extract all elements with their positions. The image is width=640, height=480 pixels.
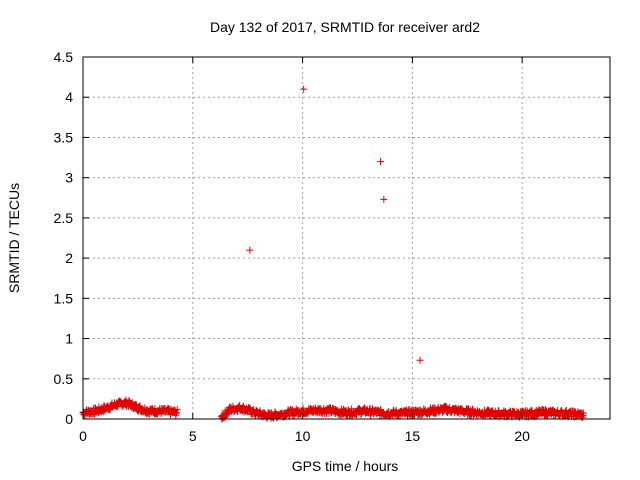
y-tick-label: 1 bbox=[65, 331, 73, 347]
axis-ticks bbox=[82, 56, 610, 420]
y-tick-label: 4.5 bbox=[54, 49, 74, 65]
x-tick-label: 10 bbox=[295, 428, 311, 444]
data-point bbox=[246, 246, 254, 254]
x-axis-label: GPS time / hours bbox=[292, 458, 399, 474]
x-tick-label: 20 bbox=[514, 428, 530, 444]
y-axis-label: SRMTID / TECUs bbox=[6, 183, 22, 293]
y-tick-label: 2.5 bbox=[54, 210, 74, 226]
y-tick-label: 2 bbox=[65, 250, 73, 266]
y-tick-label: 3 bbox=[65, 170, 73, 186]
data-point bbox=[300, 85, 308, 93]
x-tick-label: 0 bbox=[79, 428, 87, 444]
x-tick-labels: 0 5 10 15 20 bbox=[79, 428, 530, 444]
x-tick-label: 5 bbox=[189, 428, 197, 444]
baseline-point bbox=[580, 409, 588, 417]
y-tick-label: 0.5 bbox=[54, 371, 74, 387]
y-tick-label: 4 bbox=[65, 89, 73, 105]
y-tick-label: 0 bbox=[65, 411, 73, 427]
data-point bbox=[377, 158, 385, 166]
data-point bbox=[380, 195, 388, 203]
baseline-point bbox=[173, 405, 181, 413]
outlier-points bbox=[246, 85, 424, 364]
baseline-points bbox=[79, 396, 588, 423]
grid-lines bbox=[83, 57, 610, 419]
y-tick-labels: 0 0.5 1 1.5 2 2.5 3 3.5 4 4.5 bbox=[54, 49, 74, 427]
x-tick-label: 15 bbox=[405, 428, 421, 444]
y-tick-label: 1.5 bbox=[54, 290, 74, 306]
plot-frame bbox=[82, 56, 611, 420]
data-point bbox=[416, 356, 424, 364]
y-tick-label: 3.5 bbox=[54, 129, 74, 145]
chart-title: Day 132 of 2017, SRMTID for receiver ard… bbox=[210, 19, 480, 35]
